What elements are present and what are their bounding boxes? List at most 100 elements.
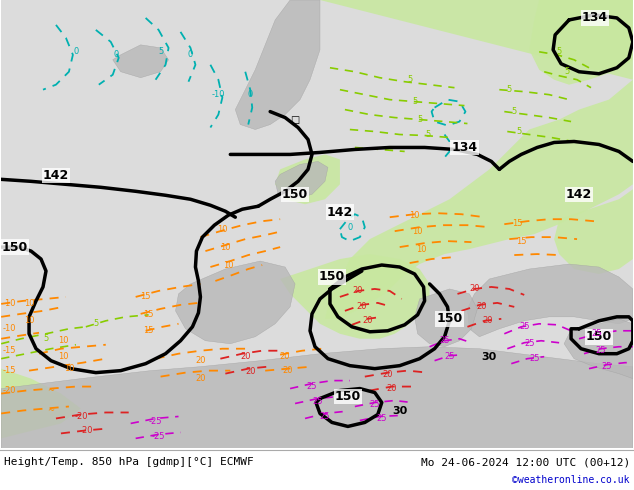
Text: 30: 30 [392,407,407,416]
Text: -15: -15 [3,366,16,375]
Polygon shape [1,368,81,439]
Text: 15: 15 [143,310,154,319]
Text: 150: 150 [2,241,29,254]
Text: 5: 5 [507,85,512,94]
Text: 25: 25 [529,354,540,363]
Polygon shape [280,254,430,339]
Text: -25: -25 [152,432,165,441]
Text: Height/Temp. 850 hPa [gdmp][°C] ECMWF: Height/Temp. 850 hPa [gdmp][°C] ECMWF [4,457,254,467]
Text: 142: 142 [43,169,69,182]
Text: 25: 25 [596,346,606,355]
Text: 10: 10 [412,227,423,236]
Text: 25: 25 [320,412,330,421]
Text: 5: 5 [43,334,49,343]
Text: 20: 20 [382,370,393,379]
Text: 142: 142 [327,206,353,219]
Polygon shape [275,161,328,199]
Text: 150: 150 [319,270,345,284]
Text: 20: 20 [283,366,294,375]
Text: -10: -10 [3,299,16,308]
Text: 20: 20 [363,317,373,325]
Polygon shape [176,261,295,344]
Text: 15: 15 [516,237,526,245]
Text: 10: 10 [63,364,74,373]
Text: 10: 10 [58,352,68,361]
Text: 150: 150 [436,312,463,325]
Text: 5: 5 [512,107,517,116]
Text: 25: 25 [524,339,534,348]
Text: 0: 0 [113,50,119,59]
Polygon shape [415,289,477,347]
Text: -10: -10 [3,324,16,333]
Text: 20: 20 [356,302,367,311]
Text: 150: 150 [282,188,308,201]
Polygon shape [1,347,633,448]
Text: 5: 5 [407,75,412,84]
Text: 5: 5 [517,127,522,136]
Text: 5: 5 [158,48,163,56]
Text: 20: 20 [482,317,493,325]
Text: -10: -10 [212,90,225,99]
Text: ~: ~ [48,406,55,415]
Text: 30: 30 [482,352,497,362]
Text: 25: 25 [370,400,380,409]
Text: 10: 10 [58,336,68,345]
Text: 20: 20 [195,356,205,365]
Text: 0: 0 [188,50,193,59]
Text: 0: 0 [74,48,79,56]
Text: 10: 10 [410,211,420,220]
Text: ~: ~ [48,386,55,395]
Text: 20: 20 [280,352,290,361]
Text: -20: -20 [3,386,16,395]
Polygon shape [320,0,633,319]
Text: 15: 15 [140,293,151,301]
Text: 5: 5 [557,48,562,56]
Text: 5: 5 [564,67,570,76]
Text: 20: 20 [240,352,250,361]
Text: 25: 25 [307,382,317,391]
Text: 15: 15 [512,219,522,228]
Polygon shape [275,154,340,204]
Text: 5: 5 [93,319,98,328]
Text: 142: 142 [566,188,592,201]
Text: 5: 5 [412,97,417,106]
Text: 134: 134 [451,141,477,154]
Polygon shape [467,264,633,337]
Text: 0: 0 [347,222,353,232]
Text: ©weatheronline.co.uk: ©weatheronline.co.uk [512,475,630,485]
Polygon shape [564,319,633,379]
Text: 20: 20 [195,374,205,383]
Text: 25: 25 [313,397,323,406]
Text: 20: 20 [245,367,256,376]
Text: 25: 25 [519,322,529,331]
Text: 134: 134 [582,11,608,24]
Text: 20: 20 [476,302,487,311]
Text: 25: 25 [602,362,612,371]
Text: 150: 150 [586,330,612,343]
Text: 25: 25 [592,329,602,338]
Text: 150: 150 [335,390,361,403]
Text: 20: 20 [387,384,397,393]
Text: 20: 20 [353,287,363,295]
Text: 10: 10 [417,245,427,254]
Text: 20: 20 [469,284,480,294]
Text: 10: 10 [24,299,34,308]
Text: -20: -20 [79,426,93,435]
Text: 10: 10 [217,224,228,234]
Text: -15: -15 [3,346,16,355]
Polygon shape [113,45,169,78]
Text: □: □ [290,115,300,124]
Text: 10: 10 [24,317,34,325]
Text: 25: 25 [439,336,450,345]
Text: -20: -20 [74,412,87,421]
Polygon shape [554,189,633,274]
Text: 25: 25 [377,414,387,423]
Polygon shape [529,0,633,85]
Text: 5: 5 [417,115,422,124]
Text: 10: 10 [220,243,231,251]
Text: Mo 24-06-2024 12:00 UTC (00+12): Mo 24-06-2024 12:00 UTC (00+12) [421,457,630,467]
Text: 5: 5 [425,130,430,139]
Text: 10: 10 [223,261,233,270]
Text: 15: 15 [143,326,154,335]
Text: 25: 25 [444,352,455,361]
